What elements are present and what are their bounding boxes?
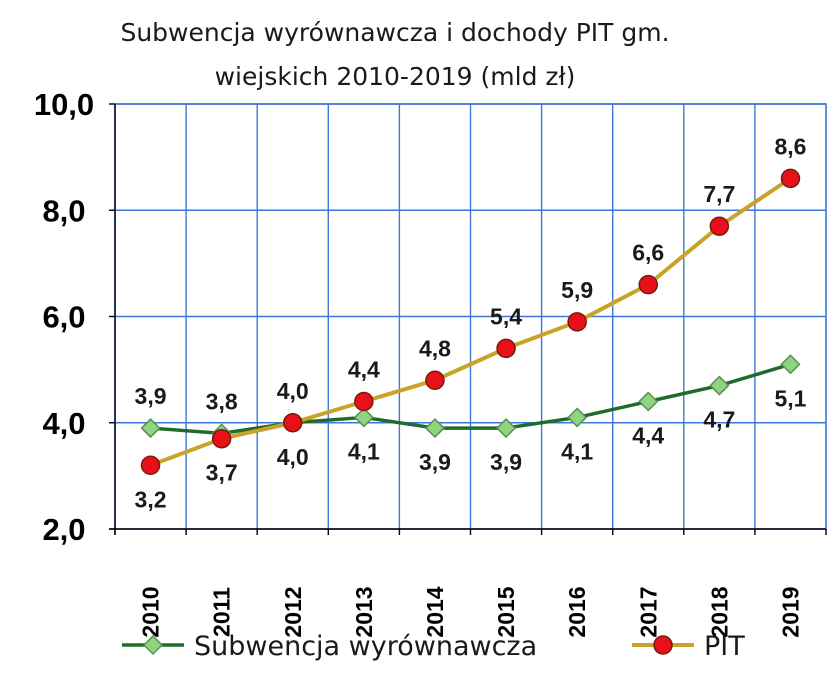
legend-marker-subwencja — [142, 634, 164, 656]
point-subwencja — [567, 407, 588, 428]
y-tick-label: 4,0 — [42, 406, 85, 441]
point-subwencja — [424, 418, 446, 439]
point-pit — [709, 216, 730, 236]
x-tick-label: 2012 — [280, 586, 306, 637]
point-subwencja — [780, 354, 801, 375]
x-tick-label: 2015 — [493, 586, 519, 637]
legend-label-pit: PIT — [704, 631, 745, 662]
data-label-pit: 4,0 — [277, 378, 309, 404]
point-subwencja — [140, 418, 161, 439]
data-label-subwencja: 3,9 — [135, 383, 167, 409]
y-tick-label: 10,0 — [34, 87, 94, 122]
data-label-pit: 4,8 — [419, 335, 451, 361]
data-label-subwencja: 4,7 — [703, 407, 735, 433]
point-pit — [638, 274, 658, 295]
data-label-subwencja: 3,8 — [206, 388, 238, 414]
data-label-pit: 3,2 — [135, 486, 167, 512]
data-label-pit: 8,6 — [774, 133, 806, 159]
y-tick-label: 6,0 — [42, 300, 85, 335]
data-label-subwencja: 4,1 — [348, 438, 380, 464]
x-tick-label: 2010 — [138, 586, 164, 637]
series-line-pit — [149, 176, 792, 468]
x-tick-label: 2016 — [564, 586, 590, 637]
point-pit — [567, 312, 587, 332]
data-label-subwencja: 3,9 — [419, 449, 451, 475]
plot-area: 2,0 4,0 6,0 8,0 10,0 2010 2011 2012 2013 2014 2015… — [34, 87, 827, 638]
x-tick-label: 2017 — [635, 586, 661, 637]
point-subwencja — [353, 407, 374, 428]
data-label-pit: 3,7 — [206, 460, 238, 486]
point-pit — [780, 168, 801, 189]
x-tick-label: 2011 — [209, 587, 235, 637]
point-subwencja — [709, 375, 730, 396]
data-label-subwencja: 4,0 — [277, 444, 309, 470]
y-tick-label: 8,0 — [42, 193, 85, 228]
y-tick-label: 2,0 — [42, 512, 85, 547]
x-tick-label: 2018 — [706, 586, 732, 637]
point-pit — [425, 370, 445, 390]
point-subwencja — [638, 391, 659, 412]
point-pit — [496, 338, 516, 359]
data-label-subwencja: 4,4 — [632, 423, 664, 449]
x-tick-label: 2013 — [351, 586, 377, 637]
point-pit — [283, 413, 303, 433]
point-pit — [354, 391, 374, 412]
data-label-subwencja: 5,1 — [774, 385, 806, 411]
legend-label-subwencja: Subwencja wyrównawcza — [194, 631, 537, 662]
data-label-pit: 5,4 — [490, 303, 522, 329]
x-tick-label: 2019 — [777, 586, 803, 637]
data-label-pit: 5,9 — [561, 277, 593, 303]
point-pit — [211, 428, 232, 449]
chart-title-line-1: Subwencja wyrównawcza i dochody PIT gm. — [120, 18, 669, 47]
data-label-pit: 7,7 — [703, 181, 735, 207]
legend-marker-pit — [653, 635, 673, 655]
series-line-subwencja — [150, 362, 791, 436]
data-label-pit: 6,6 — [632, 240, 664, 266]
legend: Subwencja wyrównawcza PIT — [122, 631, 745, 662]
data-label-subwencja: 4,1 — [561, 438, 593, 464]
data-label-pit: 4,4 — [348, 357, 380, 383]
point-pit — [140, 455, 161, 475]
data-label-subwencja: 3,9 — [490, 449, 522, 475]
point-subwencja — [495, 418, 517, 439]
x-tick-label: 2014 — [422, 586, 448, 637]
chart-title-line-2: wiejskich 2010-2019 (mld zł) — [215, 62, 576, 91]
